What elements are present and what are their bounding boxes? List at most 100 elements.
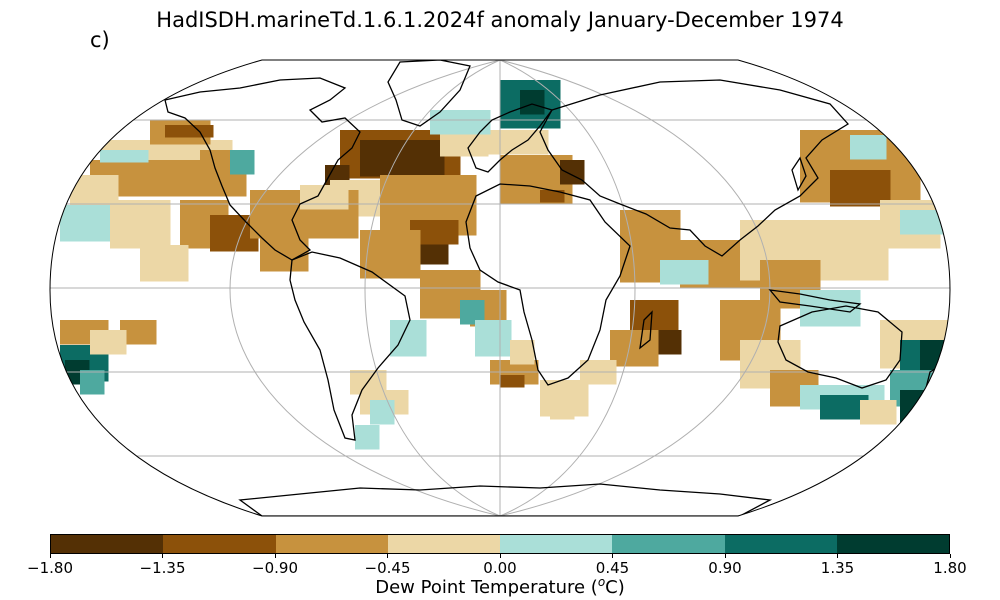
anomaly-cell xyxy=(840,256,853,269)
anomaly-cell xyxy=(312,197,325,210)
anomaly-cell xyxy=(842,194,855,207)
anomaly-cell xyxy=(548,104,561,117)
anomaly-cell xyxy=(114,342,127,355)
anomaly-cell xyxy=(144,320,157,333)
anomaly-cell xyxy=(896,130,909,143)
anomaly-cell xyxy=(540,380,553,393)
anomaly-cell xyxy=(812,190,825,203)
anomaly-cell xyxy=(920,340,933,353)
anomaly-cell xyxy=(832,407,845,420)
anomaly-cell xyxy=(499,320,512,333)
anomaly-cell xyxy=(854,182,867,195)
anomaly-cell xyxy=(392,199,405,212)
anomaly-cell xyxy=(744,312,757,325)
anomaly-cell xyxy=(872,412,885,425)
colorbar-segment xyxy=(836,535,949,553)
anomaly-cell xyxy=(716,264,729,277)
anomaly-cell xyxy=(634,330,647,343)
anomaly-cell xyxy=(367,437,380,450)
anomaly-cell xyxy=(482,290,495,303)
anomaly-cell xyxy=(432,294,445,307)
anomaly-cell xyxy=(840,232,853,245)
anomaly-cell xyxy=(262,202,275,215)
anomaly-cell xyxy=(892,236,905,249)
anomaly-cell xyxy=(800,130,813,143)
anomaly-cell xyxy=(414,344,427,357)
anomaly-cell xyxy=(512,167,525,180)
anomaly-cell xyxy=(892,200,905,213)
anomaly-cell xyxy=(772,272,785,285)
anomaly-cell xyxy=(138,184,151,197)
anomaly-cell xyxy=(150,160,163,173)
anomaly-cell xyxy=(836,314,849,327)
anomaly-cell xyxy=(642,300,655,313)
coastline-greenland xyxy=(387,60,471,127)
anomaly-cell xyxy=(788,352,801,365)
anomaly-cell xyxy=(536,155,549,168)
anomaly-cell xyxy=(764,340,777,353)
meridian-line xyxy=(364,60,501,516)
anomaly-cell xyxy=(548,92,561,105)
anomaly-cell xyxy=(776,352,789,365)
anomaly-cell xyxy=(720,348,733,361)
anomaly-cell xyxy=(828,220,841,233)
anomaly-cell xyxy=(380,199,393,212)
anomaly-cell xyxy=(250,190,263,203)
anomaly-cell xyxy=(444,270,457,283)
anomaly-cell xyxy=(524,167,537,180)
anomaly-cell xyxy=(740,220,753,233)
anomaly-cell xyxy=(96,357,109,370)
anomaly-cell xyxy=(90,342,103,355)
anomaly-cell xyxy=(102,330,115,343)
colorbar-label-prefix: Dew Point Temperature ( xyxy=(375,577,598,598)
anomaly-cell xyxy=(630,312,643,325)
anomaly-cell xyxy=(396,266,409,279)
anomaly-cell xyxy=(890,382,903,395)
anomaly-cell xyxy=(472,300,485,313)
anomaly-cell xyxy=(446,232,459,245)
map-title: HadISDH.marineTd.1.6.1.2024f anomaly Jan… xyxy=(156,8,844,32)
anomaly-cell xyxy=(660,272,673,285)
colorbar-tick-mark xyxy=(724,554,726,558)
anomaly-cell xyxy=(728,276,741,289)
anomaly-cell xyxy=(388,130,401,143)
anomaly-cell xyxy=(210,172,223,185)
anomaly-cell xyxy=(740,352,753,365)
anomaly-cell xyxy=(672,272,685,285)
anomaly-cell xyxy=(816,244,829,257)
anomaly-cell xyxy=(912,402,925,415)
anomaly-cell xyxy=(828,232,841,245)
anomaly-cell xyxy=(422,220,435,233)
anomaly-cell xyxy=(924,390,937,403)
anomaly-cell xyxy=(274,214,287,227)
anomaly-cell xyxy=(512,116,525,129)
anomaly-cell xyxy=(96,229,109,242)
anomaly-cell xyxy=(212,150,225,163)
anomaly-cell xyxy=(372,254,385,267)
anomaly-cell xyxy=(820,395,833,408)
anomaly-cell xyxy=(372,242,385,255)
anomaly-cell xyxy=(792,220,805,233)
anomaly-cell xyxy=(96,205,109,218)
anomaly-cell xyxy=(772,284,785,297)
anomaly-cell xyxy=(716,252,729,265)
anomaly-cell xyxy=(372,390,385,403)
anomaly-cell xyxy=(780,220,793,233)
anomaly-cell xyxy=(500,375,513,388)
anomaly-cell xyxy=(552,190,565,203)
anomaly-cell xyxy=(816,220,829,233)
anomaly-cell xyxy=(444,306,457,319)
anomaly-cell xyxy=(654,312,667,325)
anomaly-cell xyxy=(408,242,421,255)
colorbar-tick-label: 0.45 xyxy=(595,559,630,577)
anomaly-cell xyxy=(60,345,73,358)
anomaly-cell xyxy=(824,385,837,398)
anomaly-cell xyxy=(512,142,525,155)
anomaly-cell xyxy=(880,320,893,333)
anomaly-cell xyxy=(836,142,849,155)
anomaly-cell xyxy=(512,375,525,388)
anomaly-cell xyxy=(424,252,437,265)
anomaly-cell xyxy=(420,270,433,283)
anomaly-cell xyxy=(499,344,512,357)
anomaly-cell xyxy=(669,342,682,355)
